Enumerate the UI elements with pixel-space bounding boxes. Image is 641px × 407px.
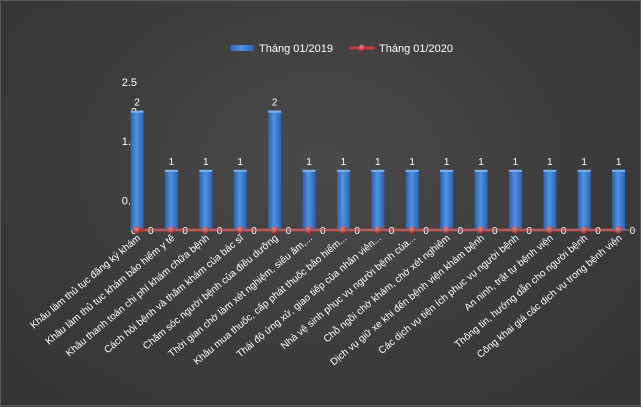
bar-data-label: 1 bbox=[616, 157, 622, 168]
bar-cap bbox=[577, 169, 591, 172]
bar bbox=[543, 170, 557, 230]
line-data-label: 0 bbox=[217, 226, 223, 237]
bar-data-label: 1 bbox=[444, 157, 450, 168]
bar-data-labels: 2 1 1 1 2 1 1 1 1 1 1 1 1 1 1 bbox=[134, 98, 622, 168]
bar-data-label: 1 bbox=[375, 157, 381, 168]
bar-cap bbox=[508, 169, 522, 172]
bar-cap bbox=[543, 169, 557, 172]
line-data-label: 0 bbox=[148, 226, 154, 237]
line-series: 0 0 0 0 0 0 0 0 0 0 0 0 0 0 0 bbox=[133, 226, 636, 237]
bar bbox=[371, 170, 385, 230]
line-data-label: 0 bbox=[458, 226, 464, 237]
legend-item-2019: Tháng 01/2019 bbox=[230, 43, 333, 55]
bar bbox=[302, 170, 316, 230]
bar-data-label: 1 bbox=[409, 157, 415, 168]
bar bbox=[508, 170, 522, 230]
bar bbox=[268, 111, 282, 230]
line-data-label: 0 bbox=[526, 226, 532, 237]
line-data-label: 0 bbox=[320, 226, 326, 237]
line-data-label: 0 bbox=[182, 226, 188, 237]
bar-data-label: 1 bbox=[581, 157, 587, 168]
bar bbox=[130, 111, 144, 230]
bar-cap bbox=[233, 169, 247, 172]
bar-data-label: 2 bbox=[134, 98, 140, 109]
bar-cap bbox=[130, 110, 144, 113]
bar-cap bbox=[336, 169, 350, 172]
bar-data-label: 1 bbox=[169, 157, 175, 168]
line-data-label: 0 bbox=[251, 226, 257, 237]
bar-data-label: 1 bbox=[513, 157, 519, 168]
bar-cap bbox=[164, 169, 178, 172]
bar-cap bbox=[440, 169, 454, 172]
line-data-label: 0 bbox=[630, 226, 636, 237]
bar bbox=[164, 170, 178, 230]
legend: Tháng 01/2019 Tháng 01/2020 bbox=[230, 43, 453, 55]
line-data-label: 0 bbox=[354, 226, 360, 237]
bar-data-label: 1 bbox=[341, 157, 347, 168]
line-data-label: 0 bbox=[595, 226, 601, 237]
legend-item-2020: Tháng 01/2020 bbox=[349, 43, 453, 55]
bar bbox=[440, 170, 454, 230]
line-data-label: 0 bbox=[389, 226, 395, 237]
bar-data-label: 1 bbox=[547, 157, 553, 168]
bar bbox=[233, 170, 247, 230]
bar-data-label: 1 bbox=[478, 157, 484, 168]
bar bbox=[199, 170, 213, 230]
bar bbox=[405, 170, 419, 230]
bar-cap bbox=[268, 110, 282, 113]
bar-data-label: 2 bbox=[272, 98, 278, 109]
bar-series bbox=[130, 110, 626, 230]
legend-label-2020: Tháng 01/2020 bbox=[379, 43, 453, 55]
bar-cap bbox=[474, 169, 488, 172]
line-data-label: 0 bbox=[286, 226, 292, 237]
line-data-label: 0 bbox=[492, 226, 498, 237]
y-tick-label: 2.5 bbox=[122, 77, 137, 89]
bar-cap bbox=[405, 169, 419, 172]
legend-swatch-2019 bbox=[230, 45, 254, 51]
bar-cap bbox=[199, 169, 213, 172]
bar-cap bbox=[302, 169, 316, 172]
legend-label-2019: Tháng 01/2019 bbox=[259, 43, 333, 55]
bar-data-label: 1 bbox=[237, 157, 243, 168]
bar bbox=[577, 170, 591, 230]
line-point bbox=[133, 226, 141, 234]
bar-cap bbox=[371, 169, 385, 172]
line-data-label: 0 bbox=[423, 226, 429, 237]
bar-cap bbox=[612, 169, 626, 172]
bar bbox=[336, 170, 350, 230]
bar bbox=[612, 170, 626, 230]
bar bbox=[474, 170, 488, 230]
legend-marker-2020 bbox=[358, 44, 366, 52]
bar-data-label: 1 bbox=[306, 157, 312, 168]
line-data-label: 0 bbox=[561, 226, 567, 237]
bar-data-label: 1 bbox=[203, 157, 209, 168]
